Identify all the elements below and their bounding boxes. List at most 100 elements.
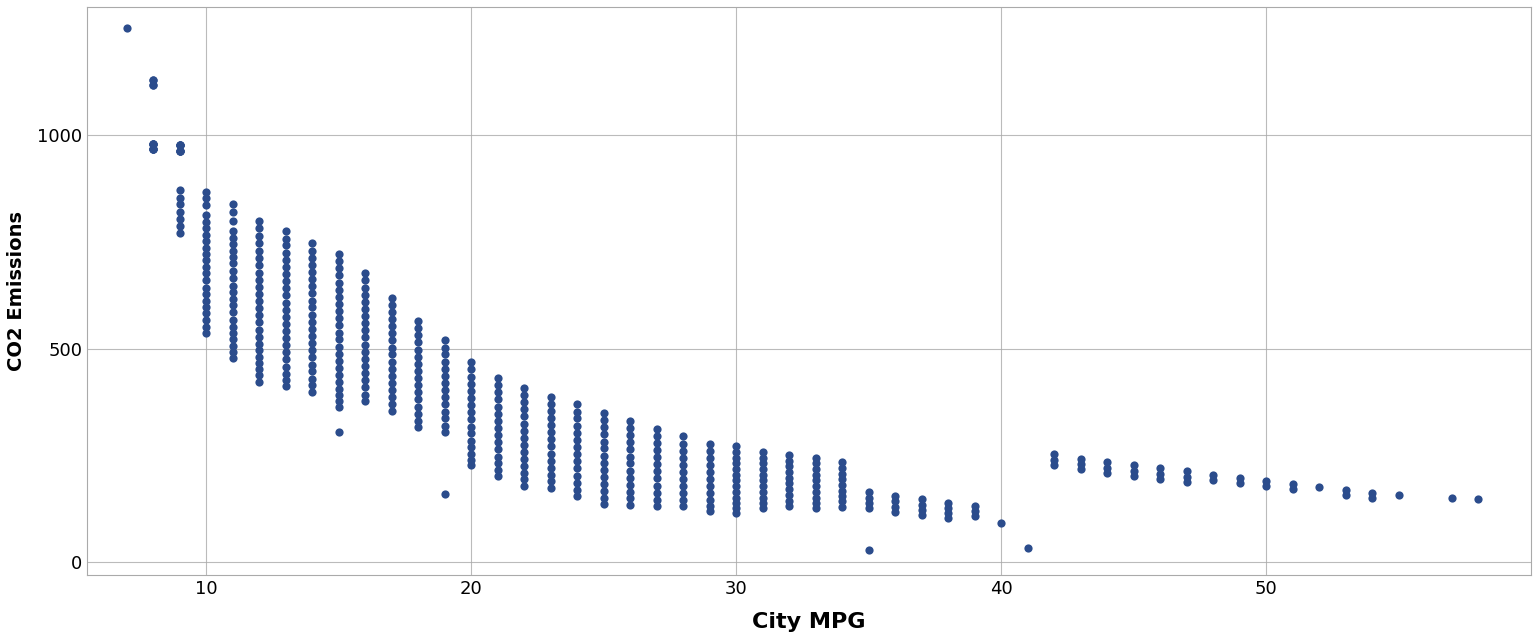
Point (1201, 470, 1226, 480)
Point (326, 270, 351, 281)
Point (803, 503, 827, 513)
Point (326, 370, 351, 380)
Point (168, 214, 192, 224)
Point (458, 357, 483, 367)
Point (432, 357, 457, 367)
Point (538, 441, 563, 451)
Point (274, 312, 298, 322)
Point (168, 192, 192, 203)
Point (326, 342, 351, 352)
Point (432, 406, 457, 417)
Point (697, 460, 721, 470)
Point (751, 487, 775, 497)
Point (141, 139, 166, 149)
Point (248, 303, 272, 313)
Point (458, 379, 483, 389)
Point (751, 447, 775, 458)
Point (564, 442, 589, 452)
Point (538, 456, 563, 466)
Point (248, 370, 272, 380)
Point (777, 490, 801, 500)
Point (248, 317, 272, 327)
Point (935, 513, 960, 523)
Point (380, 357, 404, 367)
Point (697, 495, 721, 505)
Point (326, 291, 351, 302)
Point (697, 481, 721, 491)
Point (380, 335, 404, 346)
Point (141, 144, 166, 155)
Point (274, 233, 298, 243)
Point (724, 458, 749, 468)
Point (909, 494, 934, 504)
Point (538, 420, 563, 430)
Point (777, 501, 801, 511)
Point (168, 139, 192, 150)
Point (300, 338, 325, 348)
Point (248, 289, 272, 299)
Point (1095, 463, 1120, 473)
Point (141, 144, 166, 155)
Point (168, 146, 192, 156)
Point (697, 438, 721, 449)
Point (406, 422, 431, 432)
Point (1201, 475, 1226, 485)
Point (671, 474, 695, 484)
Point (220, 294, 245, 304)
Point (352, 304, 377, 314)
Point (458, 449, 483, 459)
Point (432, 399, 457, 410)
Point (486, 394, 511, 404)
Point (274, 255, 298, 265)
Point (618, 423, 643, 433)
Point (194, 289, 218, 299)
Point (777, 479, 801, 489)
Point (857, 544, 881, 555)
Point (220, 307, 245, 318)
Point (168, 139, 192, 150)
Point (406, 358, 431, 369)
Point (883, 497, 907, 507)
Point (220, 341, 245, 351)
Point (326, 327, 351, 337)
Point (644, 459, 669, 469)
Point (486, 451, 511, 461)
Point (432, 489, 457, 499)
Point (803, 470, 827, 480)
Point (989, 518, 1014, 528)
Point (724, 503, 749, 513)
Point (564, 399, 589, 410)
Point (486, 409, 511, 419)
Point (671, 460, 695, 470)
Point (831, 486, 855, 496)
Point (352, 275, 377, 286)
Point (432, 364, 457, 374)
Point (564, 413, 589, 424)
Point (248, 339, 272, 349)
Point (618, 415, 643, 426)
Point (300, 274, 325, 284)
Point (803, 475, 827, 486)
Point (406, 366, 431, 376)
Point (592, 498, 617, 509)
Point (644, 445, 669, 455)
Point (248, 253, 272, 263)
Point (326, 349, 351, 359)
Point (751, 458, 775, 468)
Point (274, 247, 298, 258)
Point (592, 450, 617, 461)
Point (803, 498, 827, 508)
Point (1041, 449, 1066, 459)
Point (486, 437, 511, 447)
Point (592, 408, 617, 418)
Point (326, 299, 351, 309)
Point (194, 275, 218, 285)
Point (883, 491, 907, 502)
Point (831, 480, 855, 490)
Point (592, 429, 617, 440)
Point (380, 399, 404, 410)
Point (300, 309, 325, 320)
Point (220, 233, 245, 243)
Point (300, 295, 325, 305)
Point (486, 380, 511, 390)
